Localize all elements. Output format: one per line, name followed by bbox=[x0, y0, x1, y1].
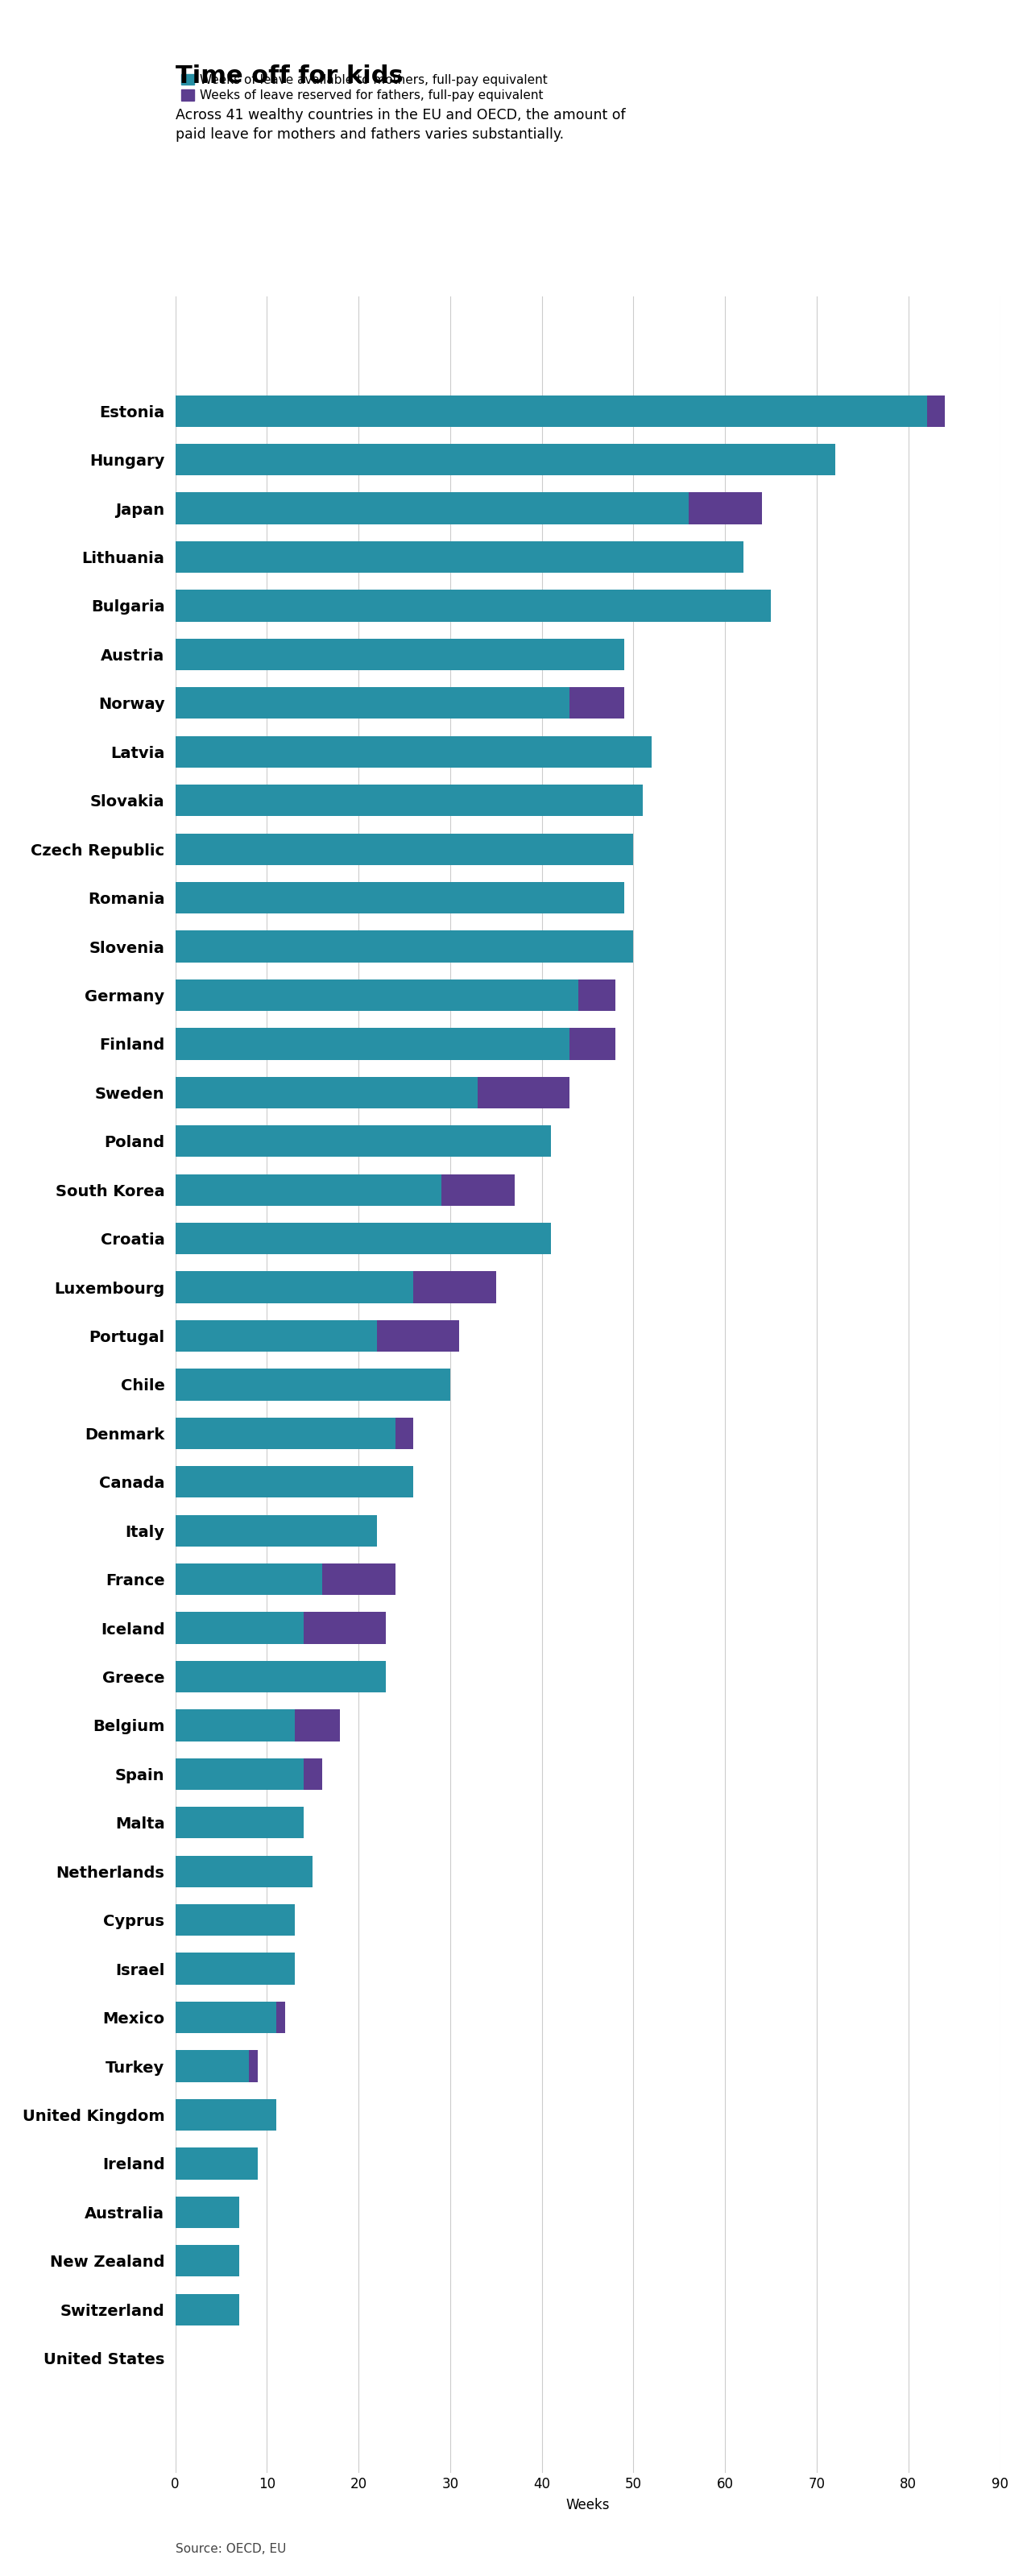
Bar bbox=[689, 492, 762, 523]
Bar bbox=[413, 1273, 496, 1303]
Bar bbox=[175, 786, 642, 817]
Bar bbox=[322, 1564, 395, 1595]
Bar bbox=[175, 688, 569, 719]
Bar bbox=[175, 881, 625, 914]
Text: Across 41 wealthy countries in the EU and OECD, the amount of
paid leave for mot: Across 41 wealthy countries in the EU an… bbox=[175, 108, 625, 142]
Bar bbox=[175, 979, 578, 1010]
Legend: Weeks of leave available to mothers, full-pay equivalent, Weeks of leave reserve: Weeks of leave available to mothers, ful… bbox=[181, 75, 547, 103]
Bar bbox=[175, 737, 652, 768]
Bar bbox=[175, 2293, 239, 2326]
Bar bbox=[175, 1662, 386, 1692]
Bar bbox=[175, 1806, 303, 1839]
Bar bbox=[175, 2197, 239, 2228]
Bar bbox=[175, 1466, 413, 1497]
Bar bbox=[569, 1028, 616, 1059]
Bar bbox=[175, 492, 689, 523]
Bar bbox=[175, 1613, 303, 1643]
Bar bbox=[377, 1319, 460, 1352]
Bar bbox=[175, 443, 835, 477]
Bar bbox=[175, 1904, 295, 1937]
Bar bbox=[303, 1613, 386, 1643]
Bar bbox=[276, 2002, 286, 2032]
Bar bbox=[441, 1175, 514, 1206]
Bar bbox=[175, 541, 743, 572]
Bar bbox=[295, 1710, 340, 1741]
Bar bbox=[175, 1224, 551, 1255]
Bar bbox=[569, 688, 625, 719]
Bar bbox=[927, 394, 945, 428]
Bar bbox=[578, 979, 616, 1010]
X-axis label: Weeks: Weeks bbox=[566, 2499, 609, 2512]
Bar bbox=[175, 639, 625, 670]
Bar bbox=[175, 2099, 276, 2130]
Bar bbox=[395, 1417, 413, 1450]
Bar bbox=[175, 1319, 377, 1352]
Bar bbox=[175, 1175, 441, 1206]
Bar bbox=[303, 1759, 322, 1790]
Bar bbox=[175, 1077, 477, 1108]
Bar bbox=[175, 394, 927, 428]
Bar bbox=[175, 1368, 451, 1401]
Bar bbox=[175, 1028, 569, 1059]
Text: Time off for kids: Time off for kids bbox=[175, 64, 403, 88]
Bar bbox=[175, 2246, 239, 2277]
Bar bbox=[175, 1273, 413, 1303]
Bar bbox=[175, 1515, 377, 1546]
Bar bbox=[175, 1855, 312, 1888]
Bar bbox=[175, 1564, 322, 1595]
Bar bbox=[248, 2050, 258, 2081]
Bar bbox=[175, 590, 771, 621]
Bar bbox=[175, 2002, 276, 2032]
Bar bbox=[175, 1710, 295, 1741]
Bar bbox=[175, 930, 633, 963]
Bar bbox=[175, 1126, 551, 1157]
Text: Source: OECD, EU: Source: OECD, EU bbox=[175, 2543, 286, 2555]
Bar bbox=[175, 1417, 395, 1450]
Bar bbox=[175, 832, 633, 866]
Bar bbox=[175, 2148, 258, 2179]
Bar bbox=[477, 1077, 569, 1108]
Bar bbox=[175, 2050, 248, 2081]
Bar bbox=[175, 1953, 295, 1984]
Bar bbox=[175, 1759, 303, 1790]
